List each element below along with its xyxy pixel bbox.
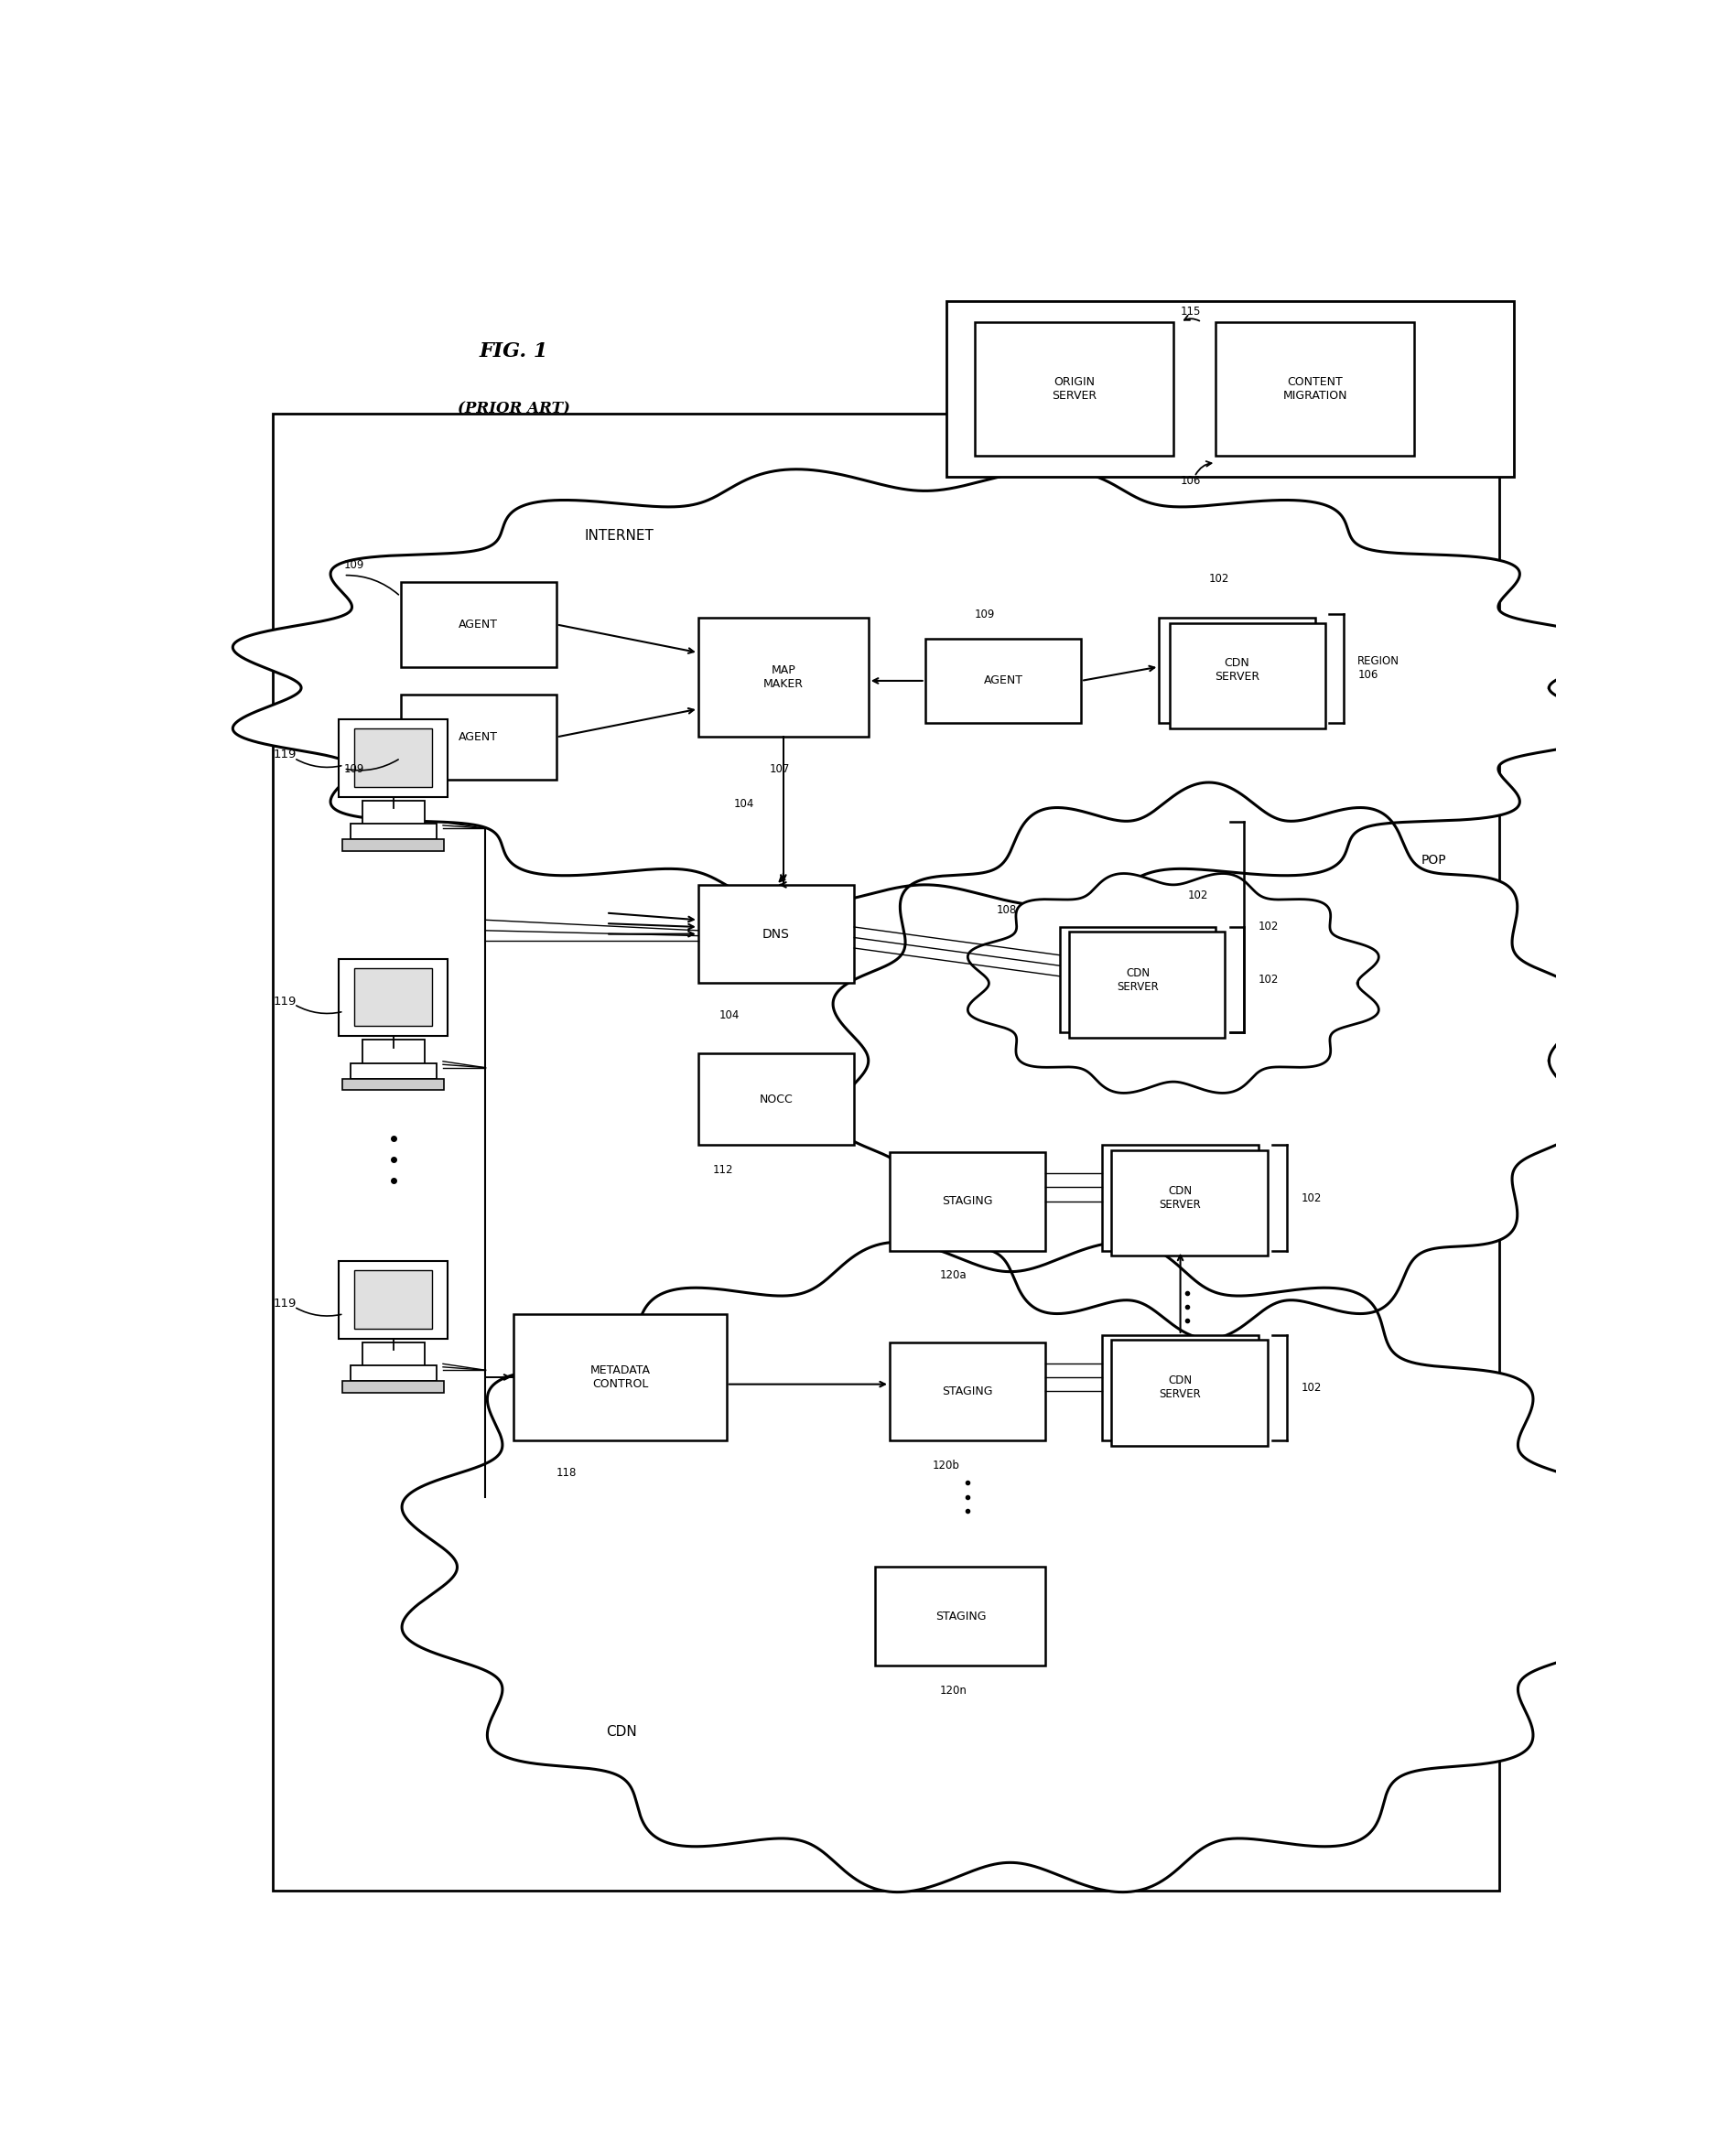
Text: STAGING: STAGING	[942, 1194, 992, 1207]
Text: STAGING: STAGING	[942, 1386, 992, 1397]
FancyBboxPatch shape	[342, 1382, 444, 1393]
Text: 115: 115	[1181, 306, 1202, 317]
Text: 119: 119	[273, 748, 296, 761]
FancyBboxPatch shape	[699, 884, 854, 983]
Text: INTERNET: INTERNET	[584, 528, 654, 543]
FancyBboxPatch shape	[925, 638, 1081, 722]
Text: 104: 104	[719, 1009, 740, 1022]
Text: CDN
SERVER: CDN SERVER	[1160, 1376, 1202, 1401]
FancyBboxPatch shape	[1103, 1335, 1259, 1440]
FancyBboxPatch shape	[699, 1054, 854, 1145]
Text: AGENT: AGENT	[458, 731, 498, 744]
Text: 119: 119	[273, 1298, 296, 1309]
Text: AGENT: AGENT	[458, 619, 498, 630]
FancyBboxPatch shape	[1060, 927, 1215, 1033]
FancyBboxPatch shape	[342, 1078, 444, 1091]
Text: CDN
SERVER: CDN SERVER	[1214, 658, 1259, 683]
Text: 108: 108	[996, 903, 1017, 916]
Text: CDN
SERVER: CDN SERVER	[1160, 1186, 1202, 1212]
Text: CDN
SERVER: CDN SERVER	[1117, 966, 1158, 992]
Text: 109: 109	[344, 558, 365, 571]
FancyBboxPatch shape	[351, 1063, 436, 1078]
Text: POP: POP	[1421, 854, 1447, 867]
FancyBboxPatch shape	[342, 839, 444, 852]
Text: MAP
MAKER: MAP MAKER	[762, 664, 804, 690]
Text: FIG. 1: FIG. 1	[479, 341, 548, 362]
Text: 120n: 120n	[939, 1684, 967, 1697]
Text: 109: 109	[975, 608, 996, 621]
FancyBboxPatch shape	[1069, 931, 1226, 1037]
FancyBboxPatch shape	[1171, 623, 1326, 729]
FancyBboxPatch shape	[351, 824, 436, 839]
FancyBboxPatch shape	[339, 720, 448, 798]
FancyBboxPatch shape	[699, 617, 868, 737]
Text: NOCC: NOCC	[759, 1093, 794, 1106]
FancyBboxPatch shape	[890, 1151, 1046, 1250]
Polygon shape	[833, 783, 1584, 1339]
Polygon shape	[968, 873, 1378, 1093]
Text: 102: 102	[1188, 890, 1209, 901]
FancyBboxPatch shape	[1112, 1339, 1267, 1445]
FancyBboxPatch shape	[354, 1270, 432, 1328]
Text: METADATA
CONTROL: METADATA CONTROL	[590, 1365, 650, 1391]
Text: REGION
106: REGION 106	[1357, 655, 1400, 681]
Text: 119: 119	[273, 996, 296, 1007]
Text: CONTENT
MIGRATION: CONTENT MIGRATION	[1283, 375, 1347, 401]
FancyBboxPatch shape	[351, 1365, 436, 1382]
Text: 102: 102	[1300, 1192, 1321, 1203]
Polygon shape	[401, 1242, 1618, 1893]
FancyBboxPatch shape	[1158, 617, 1316, 722]
Text: 120a: 120a	[939, 1270, 967, 1281]
Text: 120b: 120b	[932, 1460, 960, 1470]
Polygon shape	[233, 470, 1617, 906]
FancyBboxPatch shape	[354, 968, 432, 1026]
Text: 102: 102	[1259, 921, 1279, 934]
FancyBboxPatch shape	[890, 1341, 1046, 1440]
Text: CDN: CDN	[607, 1725, 636, 1738]
Text: AGENT: AGENT	[984, 675, 1024, 688]
FancyBboxPatch shape	[1215, 321, 1414, 455]
FancyBboxPatch shape	[1103, 1145, 1259, 1250]
FancyBboxPatch shape	[946, 302, 1513, 476]
Text: 109: 109	[344, 763, 365, 774]
FancyBboxPatch shape	[339, 1261, 448, 1339]
Text: 104: 104	[733, 798, 754, 811]
Text: 102: 102	[1209, 573, 1229, 584]
FancyBboxPatch shape	[514, 1313, 726, 1440]
Text: STAGING: STAGING	[935, 1611, 986, 1621]
FancyBboxPatch shape	[1112, 1149, 1267, 1255]
FancyBboxPatch shape	[361, 1343, 425, 1369]
FancyBboxPatch shape	[875, 1567, 1046, 1667]
Text: 102: 102	[1259, 975, 1279, 985]
FancyBboxPatch shape	[361, 1039, 425, 1067]
Text: DNS: DNS	[762, 927, 790, 940]
Text: 118: 118	[557, 1466, 577, 1479]
Text: ORIGIN
SERVER: ORIGIN SERVER	[1051, 375, 1096, 401]
Text: (PRIOR ART): (PRIOR ART)	[458, 401, 571, 416]
Text: 106: 106	[1181, 474, 1202, 487]
Text: 112: 112	[712, 1164, 733, 1175]
FancyBboxPatch shape	[401, 694, 557, 778]
FancyBboxPatch shape	[975, 321, 1174, 455]
FancyBboxPatch shape	[401, 582, 557, 666]
Text: 102: 102	[1300, 1382, 1321, 1395]
FancyBboxPatch shape	[361, 800, 425, 828]
FancyBboxPatch shape	[354, 729, 432, 787]
FancyBboxPatch shape	[339, 959, 448, 1037]
Text: 107: 107	[769, 763, 790, 774]
